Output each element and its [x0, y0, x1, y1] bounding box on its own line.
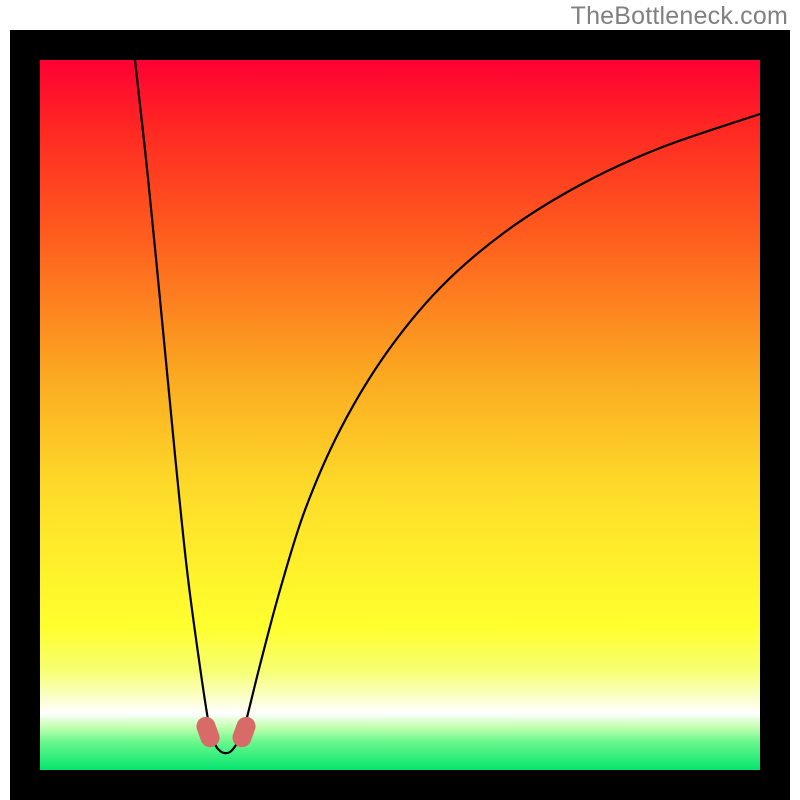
- curve-layer: [40, 60, 760, 770]
- minimum-markers: [194, 715, 257, 749]
- chart-stage: TheBottleneck.com: [0, 0, 800, 800]
- minimum-marker: [230, 715, 257, 749]
- bottleneck-curve: [135, 60, 760, 753]
- watermark-text: TheBottleneck.com: [571, 2, 788, 31]
- minimum-marker: [194, 715, 221, 749]
